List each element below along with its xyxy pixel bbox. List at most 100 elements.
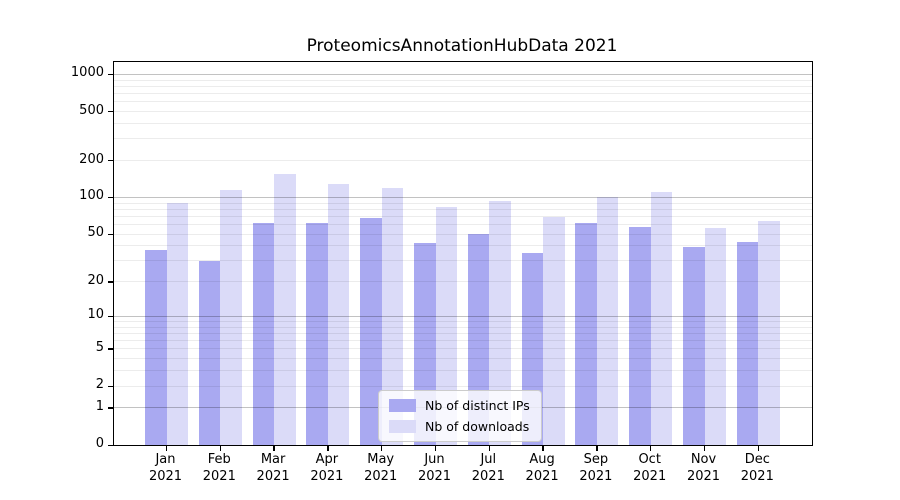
y-tick-label-2: 2 bbox=[95, 377, 104, 393]
gridline-major-100 bbox=[114, 196, 812, 198]
legend: Nb of distinct IPs Nb of downloads bbox=[378, 390, 542, 442]
gridline-minor-700 bbox=[114, 93, 812, 95]
bar-nb-of-distinct-ips-feb bbox=[198, 260, 221, 445]
y-tick-label-1000: 1000 bbox=[70, 65, 104, 81]
gridline-minor-30 bbox=[114, 260, 812, 262]
month-label: Jun bbox=[424, 452, 445, 467]
x-tick-label-dec: Dec 2021 bbox=[725, 451, 789, 485]
year-label: 2021 bbox=[525, 469, 559, 484]
y-tick-label-200: 200 bbox=[79, 151, 104, 167]
x-tick-label-nov: Nov 2021 bbox=[672, 451, 736, 485]
year-label: 2021 bbox=[148, 469, 183, 484]
y-tick-label-1: 1 bbox=[95, 398, 104, 414]
plot-area bbox=[108, 61, 813, 451]
legend-label: Nb of downloads bbox=[425, 419, 530, 434]
y-tick-mark-50 bbox=[108, 233, 113, 235]
gridline-minor-4 bbox=[114, 358, 812, 360]
x-tick-mark-aug bbox=[542, 446, 544, 451]
gridline-minor-800 bbox=[114, 85, 812, 87]
gridline-minor-50 bbox=[114, 233, 812, 235]
x-tick-mark-feb bbox=[219, 446, 221, 451]
y-tick-label-0: 0 bbox=[95, 436, 104, 451]
month-label: Mar bbox=[260, 452, 286, 467]
month-label: May bbox=[367, 452, 395, 467]
bar-nb-of-downloads-nov bbox=[704, 228, 726, 445]
y-tick-mark-1 bbox=[108, 407, 113, 409]
x-tick-mark-jan bbox=[165, 446, 168, 451]
y-tick-mark-100 bbox=[108, 196, 113, 199]
x-tick-mark-mar bbox=[273, 446, 275, 451]
x-tick-label-aug: Aug 2021 bbox=[510, 451, 574, 485]
y-tick-mark-500 bbox=[108, 111, 113, 113]
month-label: Feb bbox=[207, 452, 231, 467]
gridline-minor-90 bbox=[114, 202, 812, 204]
x-tick-mark-apr bbox=[327, 446, 329, 451]
month-label: Dec bbox=[744, 452, 770, 467]
year-label: 2021 bbox=[417, 469, 452, 484]
year-label: 2021 bbox=[256, 469, 290, 484]
year-label: 2021 bbox=[740, 469, 774, 484]
legend-row-nb-of-downloads: Nb of downloads bbox=[389, 419, 530, 434]
year-label: 2021 bbox=[310, 469, 344, 484]
y-tick-label-500: 500 bbox=[79, 102, 104, 118]
gridline-minor-40 bbox=[114, 245, 812, 247]
bar-nb-of-distinct-ips-apr bbox=[306, 222, 328, 445]
year-label: 2021 bbox=[579, 469, 613, 484]
y-tick-label-10: 10 bbox=[87, 307, 104, 323]
x-tick-label-sep: Sep 2021 bbox=[564, 451, 628, 485]
year-label: 2021 bbox=[202, 469, 236, 484]
x-tick-mark-nov bbox=[703, 446, 706, 451]
x-tick-label-jun: Jun 2021 bbox=[403, 451, 467, 485]
month-label: Aug bbox=[529, 452, 555, 467]
bar-nb-of-distinct-ips-jan bbox=[145, 249, 167, 445]
bar-nb-of-downloads-may bbox=[381, 187, 404, 445]
x-tick-label-mar: Mar 2021 bbox=[241, 451, 305, 485]
bar-nb-of-downloads-mar bbox=[274, 173, 296, 445]
bar-nb-of-downloads-feb bbox=[220, 189, 242, 445]
gridline-minor-2 bbox=[114, 385, 812, 387]
y-tick-label-100: 100 bbox=[79, 188, 104, 204]
x-tick-label-oct: Oct 2021 bbox=[618, 451, 682, 485]
bar-nb-of-downloads-aug bbox=[543, 217, 565, 445]
x-tick-mark-oct bbox=[650, 446, 652, 451]
chart-title: ProteomicsAnnotationHubData 2021 bbox=[306, 36, 618, 56]
y-tick-mark-5 bbox=[108, 348, 113, 350]
gridline-minor-600 bbox=[114, 101, 812, 103]
gridline-minor-900 bbox=[114, 79, 812, 81]
gridline-major-1000 bbox=[114, 73, 812, 75]
bar-nb-of-distinct-ips-may bbox=[360, 217, 382, 445]
legend-swatch-icon bbox=[389, 399, 416, 412]
gridline-minor-500 bbox=[114, 111, 812, 113]
bar-nb-of-downloads-jul bbox=[489, 201, 511, 445]
x-tick-mark-dec bbox=[757, 446, 759, 451]
gridline-minor-8 bbox=[114, 326, 812, 328]
y-tick-label-20: 20 bbox=[87, 272, 104, 288]
bar-nb-of-downloads-jan bbox=[166, 203, 188, 445]
gridline-minor-5 bbox=[114, 348, 812, 350]
y-tick-mark-1000 bbox=[108, 73, 113, 76]
gridline-minor-20 bbox=[114, 281, 812, 283]
month-label: Jan bbox=[155, 452, 176, 467]
gridline-minor-6 bbox=[114, 340, 812, 342]
bar-nb-of-downloads-apr bbox=[327, 183, 350, 445]
bar-nb-of-downloads-oct bbox=[650, 191, 673, 445]
legend-label: Nb of distinct IPs bbox=[425, 398, 530, 413]
bar-nb-of-downloads-sep bbox=[596, 196, 619, 445]
gridline-minor-80 bbox=[114, 208, 812, 210]
x-tick-label-feb: Feb 2021 bbox=[187, 451, 251, 485]
x-tick-label-jan: Jan 2021 bbox=[134, 451, 198, 485]
gridline-minor-400 bbox=[114, 123, 812, 124]
year-label: 2021 bbox=[471, 469, 505, 484]
x-tick-mark-may bbox=[381, 446, 383, 451]
bar-nb-of-downloads-dec bbox=[758, 221, 780, 445]
gridline-minor-3 bbox=[114, 370, 812, 372]
bar-nb-of-distinct-ips-dec bbox=[736, 242, 759, 445]
legend-swatch-icon bbox=[389, 420, 416, 433]
y-tick-label-50: 50 bbox=[87, 225, 104, 241]
y-tick-mark-2 bbox=[108, 385, 113, 387]
year-label: 2021 bbox=[686, 469, 721, 484]
year-label: 2021 bbox=[633, 469, 667, 484]
month-label: Apr bbox=[315, 452, 339, 467]
y-tick-mark-200 bbox=[108, 160, 113, 162]
